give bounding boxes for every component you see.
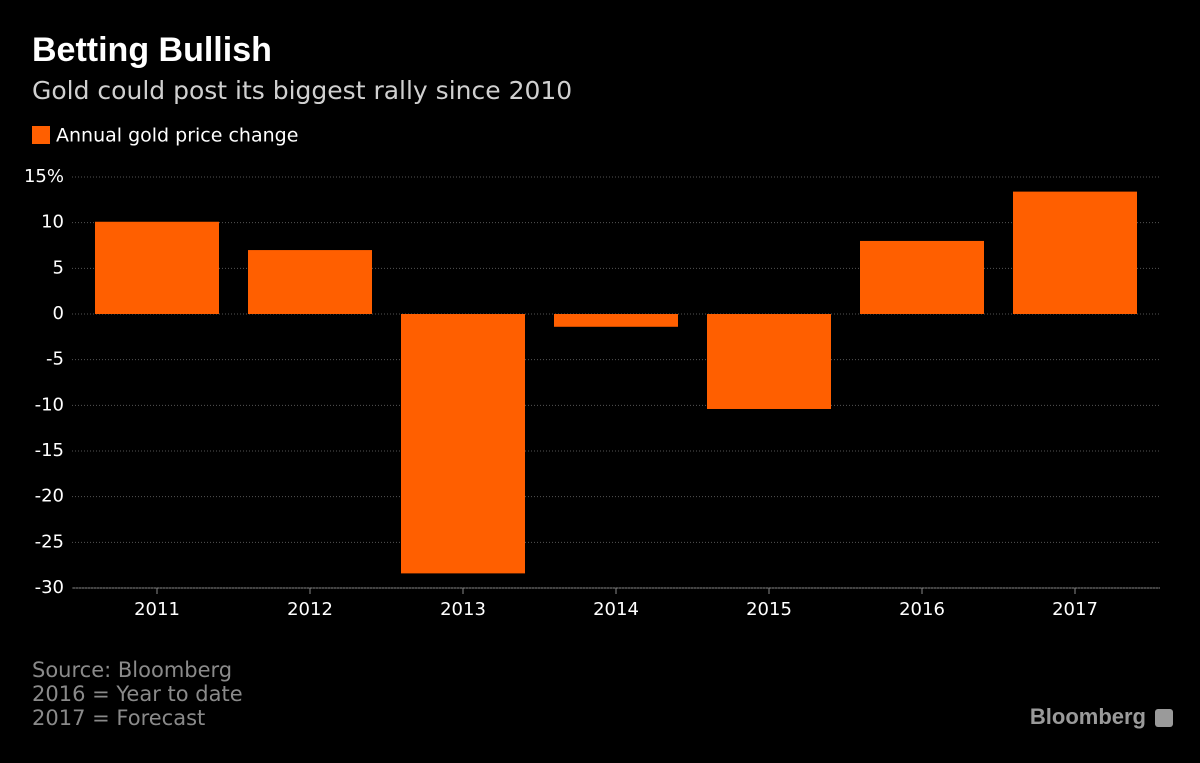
x-tick-label: 2017	[1052, 599, 1098, 620]
y-tick-label: -5	[46, 349, 64, 370]
y-tick-label: -30	[35, 577, 64, 598]
y-tick-label: -25	[35, 531, 64, 552]
x-tick-label: 2016	[899, 599, 945, 620]
x-tick-label: 2012	[287, 599, 333, 620]
y-tick-label: -20	[35, 486, 64, 507]
y-tick-label: 0	[53, 303, 64, 324]
note: 2017 = Forecast	[32, 706, 205, 730]
y-tick-label: 5	[53, 257, 64, 278]
bar	[707, 314, 831, 409]
legend-label: Annual gold price change	[56, 125, 298, 147]
y-tick-label: 15%	[24, 166, 64, 187]
x-tick-label: 2014	[593, 599, 639, 620]
bar	[95, 221, 219, 314]
bar	[248, 250, 372, 314]
bar	[1013, 191, 1137, 314]
y-tick-label: 10	[41, 212, 64, 233]
x-tick-label: 2011	[134, 599, 180, 620]
bar	[860, 240, 984, 314]
y-tick-label: -10	[35, 394, 64, 415]
bar	[401, 314, 525, 574]
note: Source: Bloomberg	[32, 658, 232, 682]
logo: Bloomberg	[1030, 704, 1146, 729]
x-tick-label: 2015	[746, 599, 792, 620]
logo-icon	[1155, 709, 1173, 727]
chart-title: Betting Bullish	[32, 31, 272, 69]
legend-swatch	[32, 126, 50, 144]
chart-subtitle: Gold could post its biggest rally since …	[32, 76, 572, 105]
y-tick-label: -15	[35, 440, 64, 461]
x-tick-label: 2013	[440, 599, 486, 620]
note: 2016 = Year to date	[32, 682, 243, 706]
bar	[554, 314, 678, 327]
